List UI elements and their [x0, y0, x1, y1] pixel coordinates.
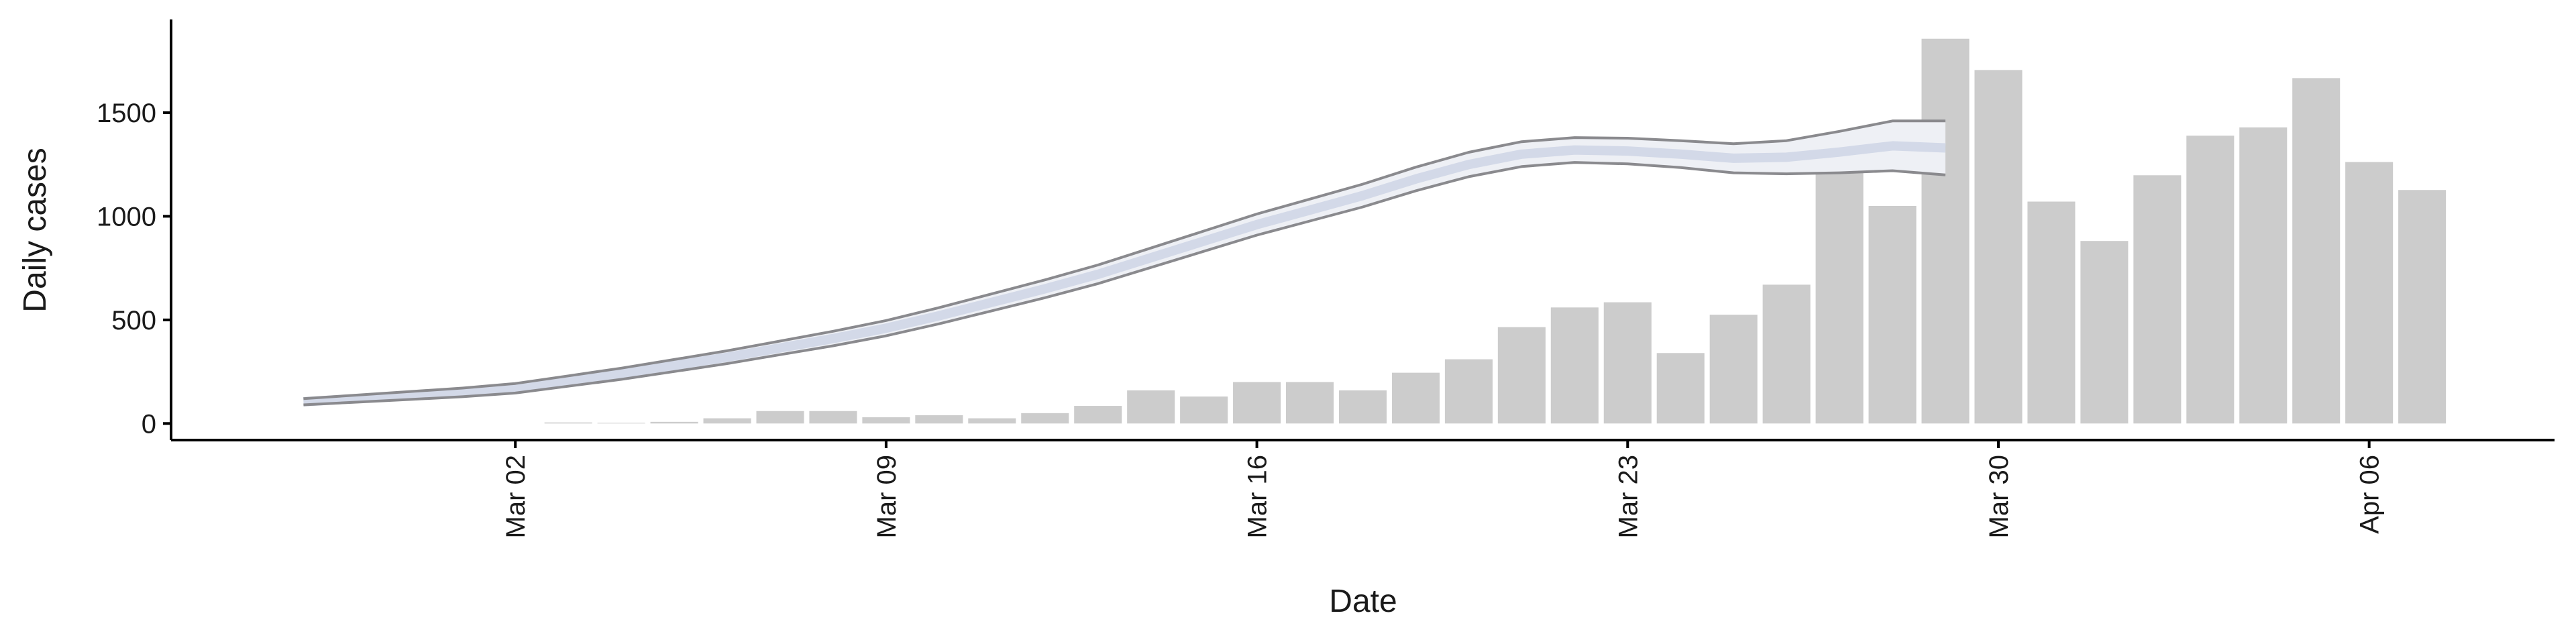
- x-tick-label: Mar 23: [1613, 455, 1643, 539]
- x-axis-title: Date: [1329, 584, 1397, 619]
- band-center-line: [303, 141, 1946, 407]
- bar: [1338, 390, 1387, 424]
- bar: [1656, 353, 1705, 424]
- bar: [968, 418, 1016, 424]
- bar: [1921, 38, 1970, 424]
- x-tick-label: Mar 02: [501, 455, 531, 539]
- bar: [2080, 241, 2129, 424]
- band-lower-line: [303, 161, 1946, 407]
- bar: [650, 421, 698, 424]
- y-tick-label: 1500: [97, 99, 156, 128]
- bar: [915, 415, 963, 424]
- bar: [1021, 413, 1069, 424]
- x-tick-label: Mar 09: [872, 455, 902, 539]
- band-upper-line: [303, 119, 1945, 400]
- bar: [2027, 201, 2076, 424]
- bar: [1444, 359, 1493, 424]
- bar: [1233, 382, 1281, 424]
- bar: [1762, 284, 1811, 424]
- x-tick-label: Mar 30: [1984, 455, 2014, 539]
- bar: [2292, 78, 2341, 424]
- y-tick-label: 1000: [97, 202, 156, 231]
- x-tick-label: Apr 06: [2355, 455, 2385, 534]
- bar: [1974, 70, 2023, 424]
- y-tick-label: 500: [111, 306, 156, 335]
- bar: [1127, 390, 1175, 424]
- y-tick-label: 0: [142, 409, 156, 439]
- bar: [2239, 127, 2288, 424]
- x-tick-label: Mar 16: [1243, 455, 1273, 539]
- bar: [2345, 162, 2394, 424]
- bar: [1180, 396, 1228, 424]
- bar: [1550, 307, 1599, 424]
- bar: [1497, 327, 1546, 424]
- bar: [809, 411, 857, 424]
- bar: [2398, 190, 2447, 424]
- bar: [1603, 302, 1652, 424]
- bar: [703, 418, 751, 424]
- bar: [1815, 154, 1864, 424]
- bar: [862, 417, 910, 424]
- bar: [756, 411, 804, 424]
- y-axis-title: Daily cases: [17, 148, 53, 312]
- bar: [1286, 382, 1334, 424]
- bar: [2186, 136, 2235, 424]
- bar: [1074, 406, 1122, 424]
- bar: [1868, 205, 1917, 424]
- bar: [1391, 372, 1440, 424]
- bar: [544, 422, 592, 424]
- bar: [1709, 315, 1758, 424]
- bar: [2133, 175, 2182, 424]
